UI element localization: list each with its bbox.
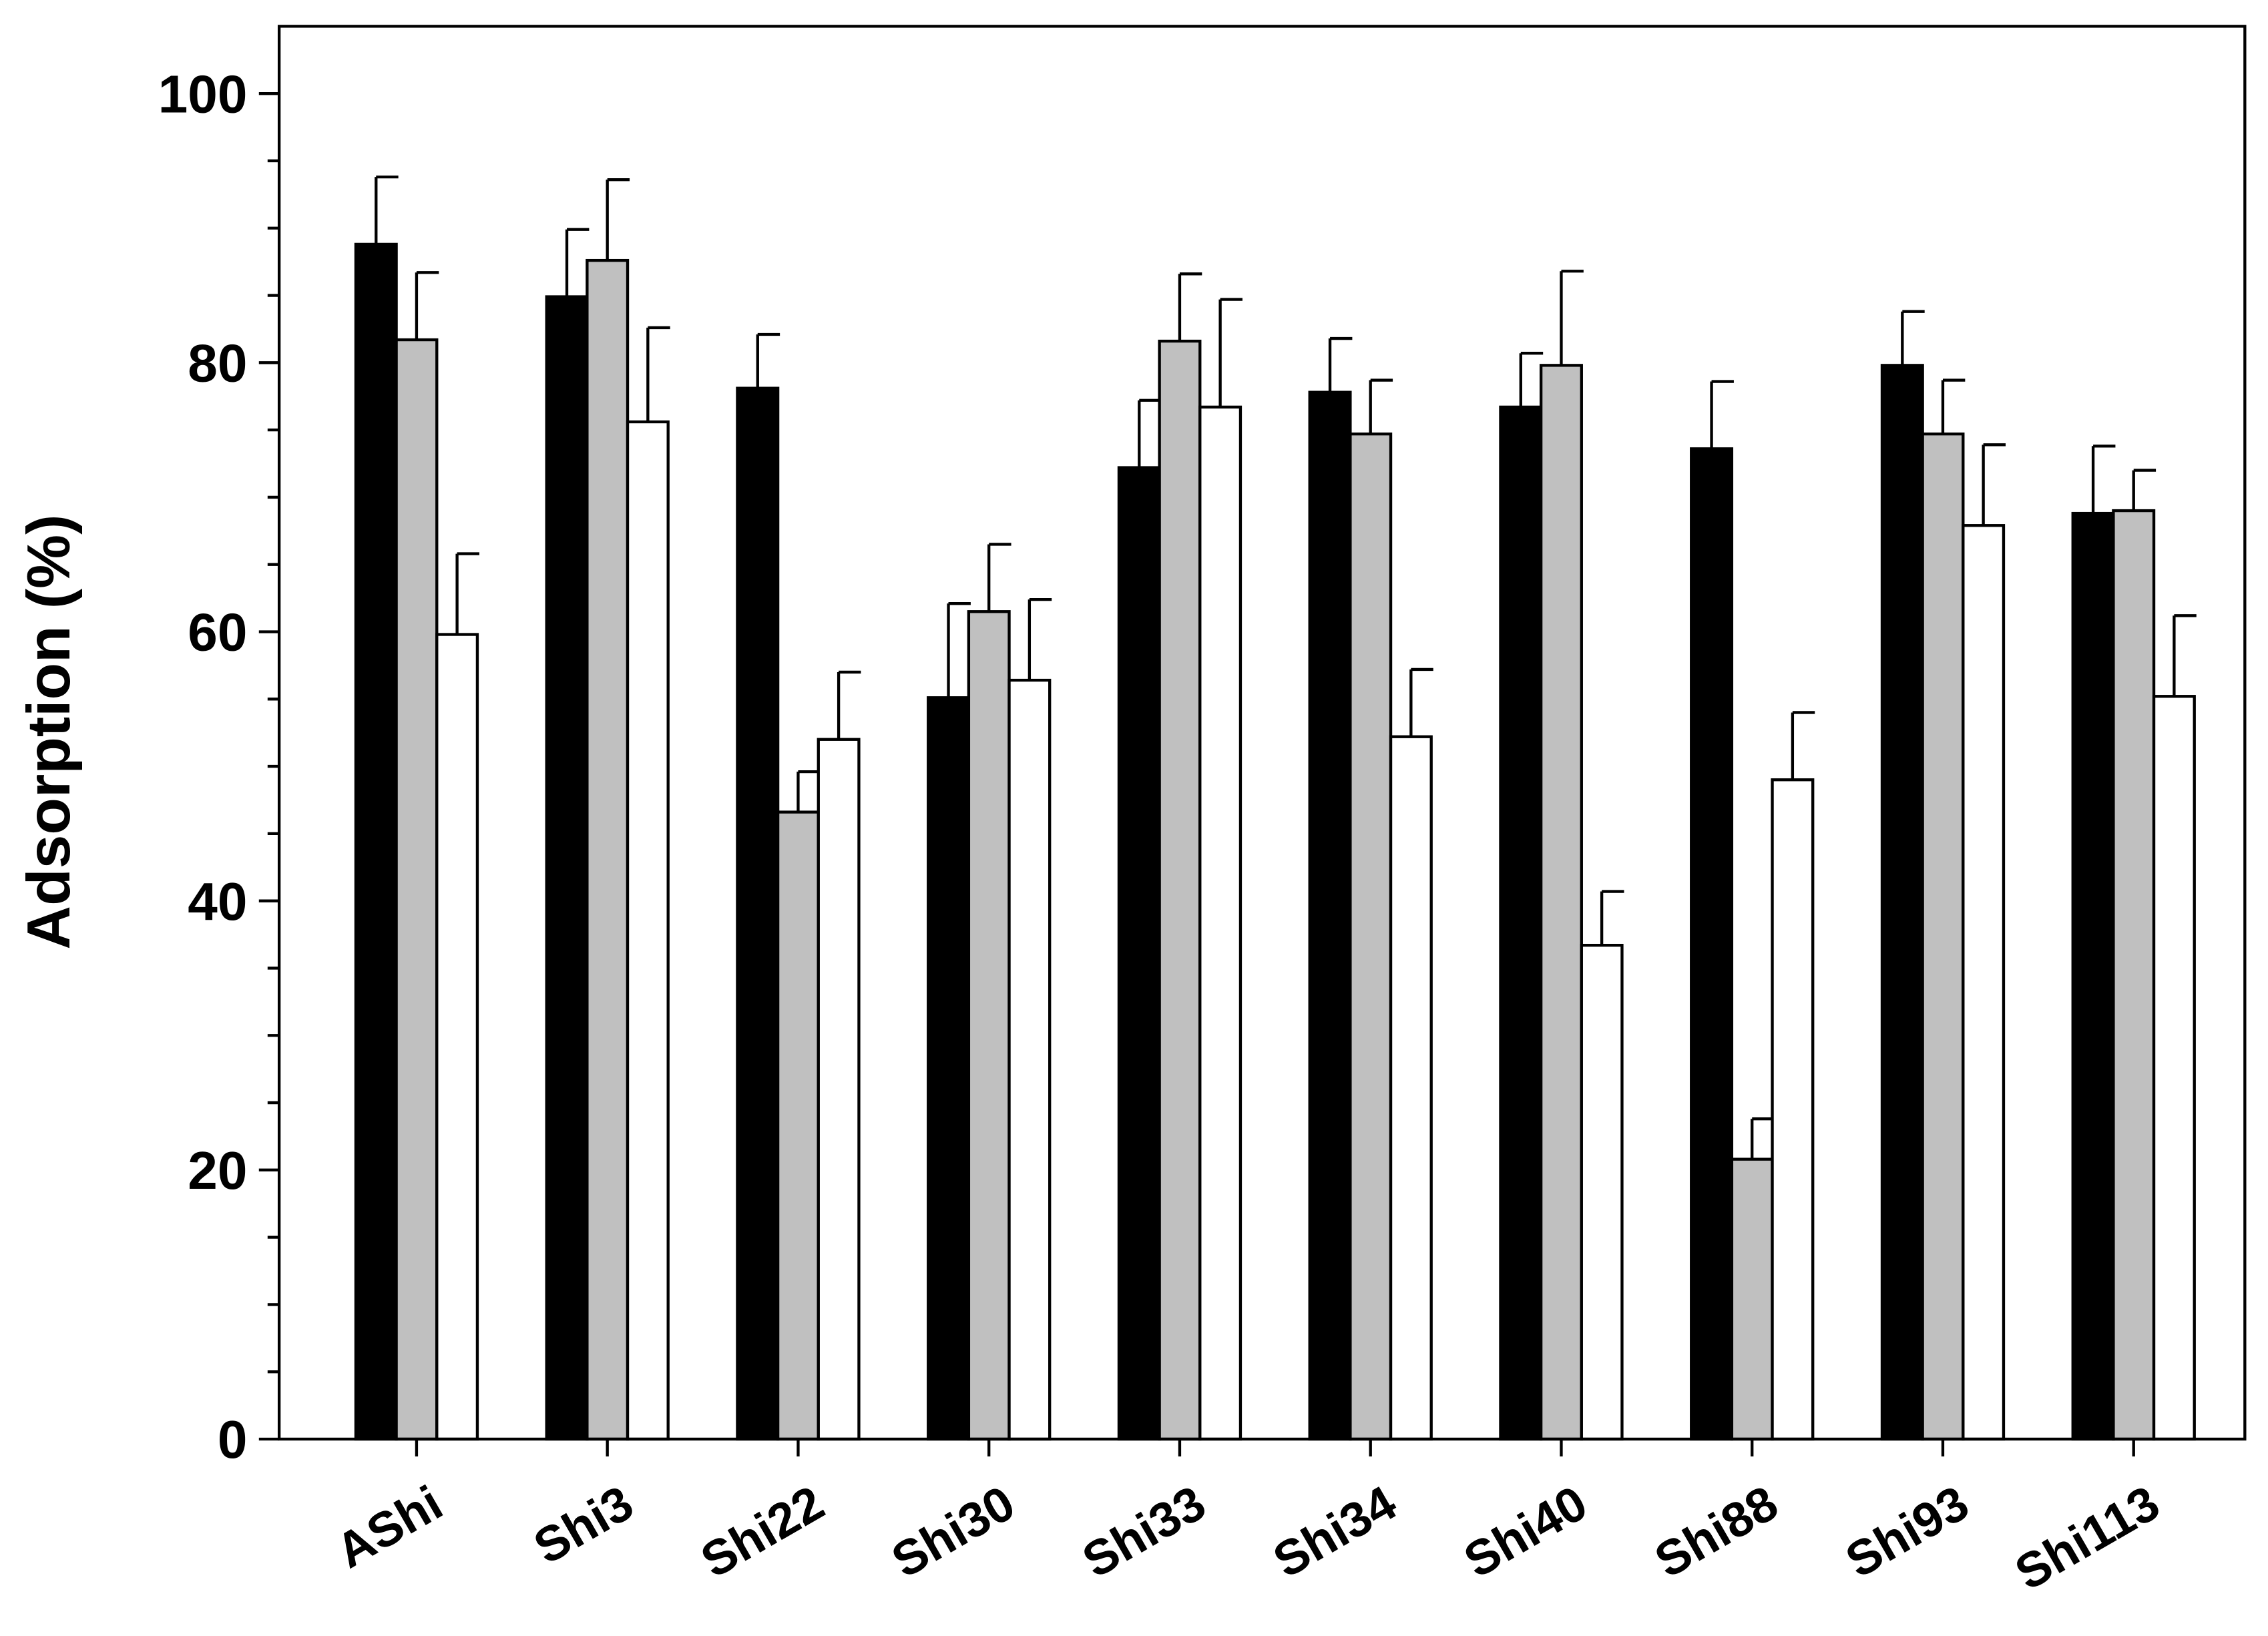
error-bar [415,271,439,340]
bar [1499,405,1543,1441]
bar [1349,432,1393,1441]
x-tick-label: Shi88 [1646,1474,1787,1588]
error-bar [606,178,630,261]
error-bar [1901,310,1925,366]
bar [1198,405,1242,1441]
error-bar [1560,270,1584,366]
error-bar [1600,890,1624,946]
bar [776,810,820,1441]
error-bar [797,770,821,812]
bar [1158,339,1202,1441]
x-tick-label: Shi30 [883,1474,1024,1588]
y-tick-label: 40 [188,871,247,931]
x-tick-label: Shi113 [2006,1474,2169,1601]
bar [1880,364,1924,1441]
x-tick-label: Shi22 [692,1474,833,1588]
error-bar [1218,298,1242,407]
error-bar [756,332,780,388]
bar [586,258,630,1441]
y-tick-label: 0 [218,1409,248,1469]
bar [1921,432,1965,1441]
y-tick-label: 80 [188,332,247,392]
error-bar [1028,597,1052,681]
x-tick-label: Shi93 [1836,1474,1978,1588]
bar [1308,390,1352,1441]
x-tick-label: Shi3 [525,1474,642,1575]
bar [1539,364,1583,1441]
bar [967,610,1011,1441]
bar [435,633,479,1441]
bar [736,386,780,1441]
error-bar [2091,445,2116,514]
error-bar [987,543,1011,612]
bar [1117,466,1161,1441]
bar [545,295,589,1441]
error-bar [1751,1117,1775,1159]
bar [927,696,971,1441]
error-bar [1409,667,1433,737]
error-bar [375,175,399,244]
error-bar [1328,336,1353,392]
bar [2071,511,2115,1441]
y-tick-label: 60 [188,602,247,662]
y-tick-label: 20 [188,1140,247,1200]
error-bar [1178,272,1202,342]
plot-frame [277,25,2247,1441]
bar [1389,735,1433,1441]
bar [1771,778,1815,1441]
x-tick-label: Shi33 [1073,1474,1214,1588]
y-tick-label: 100 [158,63,248,123]
bar [1007,678,1052,1441]
bar [354,242,398,1441]
error-bar [455,552,479,635]
bar [817,738,861,1441]
error-bar [1138,398,1162,468]
error-bar [1519,352,1544,407]
error-bar [837,670,861,740]
error-bar [1369,378,1393,435]
error-bar [565,228,590,297]
y-axis-title: Adsorption (%) [15,515,83,950]
error-bar [2132,469,2157,511]
bar [1730,1157,1774,1441]
error-bar [2173,614,2197,697]
bar [1962,524,2006,1441]
bar [2152,695,2196,1441]
bar [626,420,670,1441]
x-tick-label: Shi40 [1455,1474,1596,1588]
bar [1690,447,1734,1441]
bar [1580,944,1624,1441]
x-tick-label: Shi34 [1264,1474,1405,1588]
bar [395,338,439,1441]
bar [2112,509,2156,1441]
x-tick-label: AShi [326,1474,451,1579]
error-bar [1941,378,1966,435]
error-bar [1710,380,1734,449]
error-bar [1982,443,2006,526]
error-bar [947,601,971,698]
error-bar [1791,711,1815,780]
error-bar [646,326,670,423]
